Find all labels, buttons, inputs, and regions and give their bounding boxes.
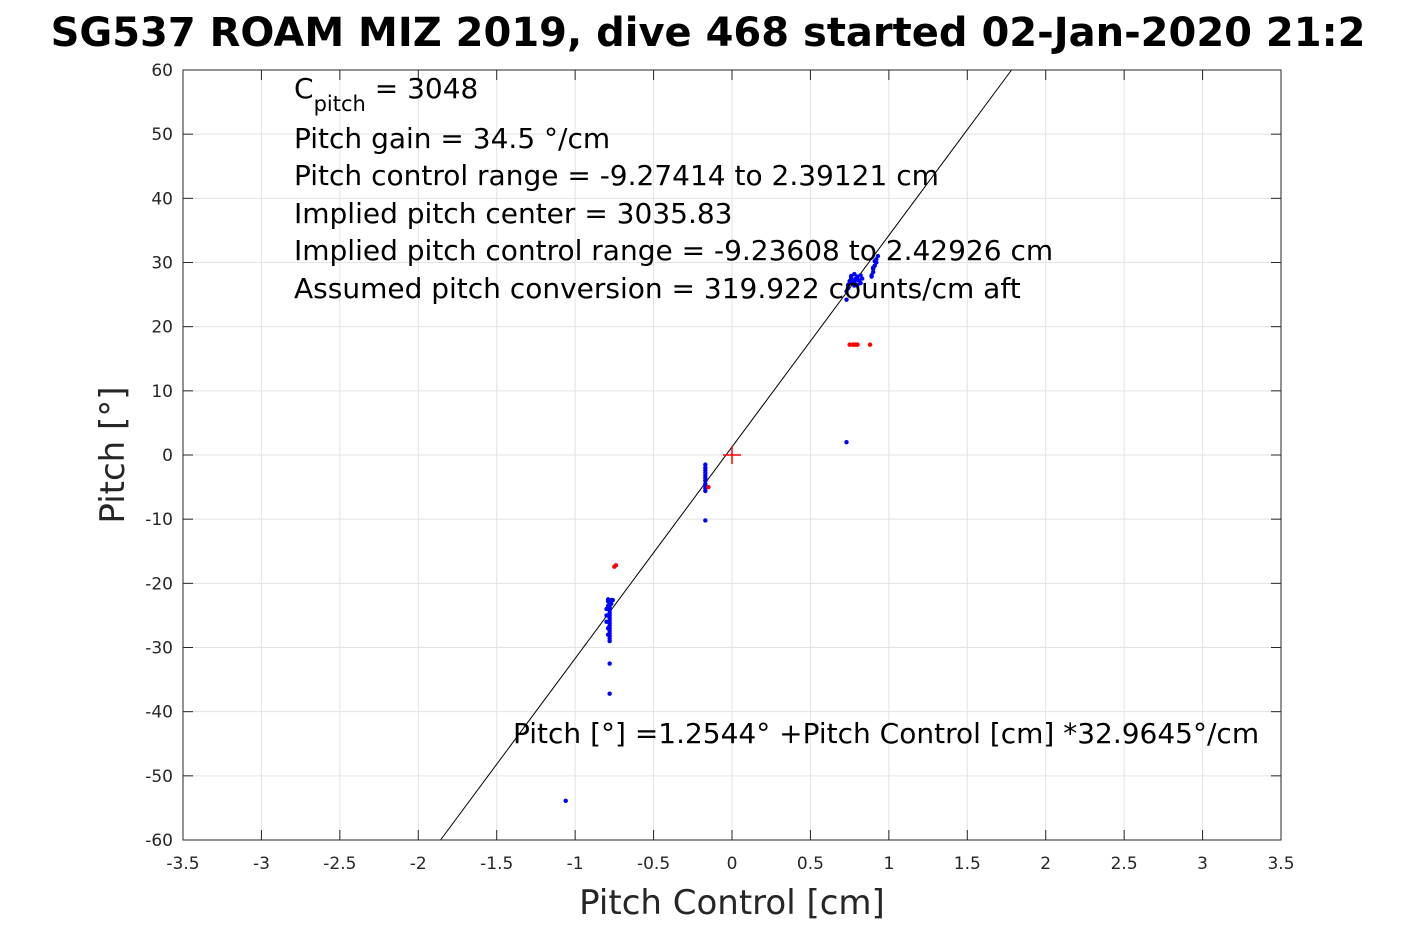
y-tick-label: -20 — [145, 574, 173, 594]
y-tick-label: -30 — [145, 639, 173, 659]
chart-title: SG537 ROAM MIZ 2019, dive 468 started 02… — [51, 10, 1366, 56]
tick-marks — [182, 69, 1282, 841]
data-point — [858, 273, 863, 278]
y-tick-label: 50 — [151, 125, 173, 145]
data-point — [703, 462, 708, 467]
excluded-data-point — [867, 342, 873, 347]
fit-equation-annotation: Pitch [°] =1.2544° +Pitch Control [cm] *… — [513, 717, 1259, 750]
y-tick-label: 40 — [151, 189, 173, 209]
pitch-gain-annotation: Pitch gain = 34.5 °/cm — [294, 122, 610, 155]
data-point — [605, 597, 611, 602]
y-axis-label: Pitch [°] — [93, 386, 133, 523]
x-tick-label: -3.5 — [166, 854, 199, 874]
y-tick-label: 20 — [151, 318, 173, 338]
x-tick-labels: -3.5 -3 -2.5 -2 -1.5 -1 -0.5 0 0.5 1 1.5 2 2.5 3 3.5 — [166, 854, 1294, 874]
y-tick-label: 10 — [151, 382, 173, 402]
implied-pitch-control-range-annotation: Implied pitch control range = -9.23608 t… — [294, 234, 1053, 267]
x-tick-label: 2.5 — [1111, 854, 1138, 874]
data-point — [853, 278, 859, 283]
x-tick-label: 2 — [1040, 854, 1051, 874]
x-tick-label: -1 — [567, 854, 584, 874]
x-tick-label: -3 — [253, 854, 270, 874]
c-pitch-subscript: pitch — [314, 92, 366, 116]
x-axis-label: Pitch Control [cm] — [579, 883, 885, 923]
x-tick-label: 1.5 — [954, 854, 981, 874]
x-tick-label: 3 — [1197, 854, 1208, 874]
y-tick-label: 60 — [151, 61, 173, 81]
data-point — [845, 285, 851, 291]
y-tick-labels: -60 -50 -40 -30 -20 -10 0 10 20 30 40 50 60 — [145, 61, 173, 851]
data-point — [607, 661, 612, 666]
y-tick-label: -10 — [145, 510, 173, 530]
excluded-data-point — [706, 484, 711, 490]
data-point — [605, 626, 611, 631]
y-tick-label: 0 — [162, 446, 173, 466]
x-tick-label: 3.5 — [1267, 854, 1294, 874]
data-point — [844, 439, 849, 445]
data-point — [869, 273, 874, 278]
assumed-pitch-conversion-annotation: Assumed pitch conversion = 319.922 count… — [294, 272, 1021, 305]
x-tick-label: -2 — [410, 854, 427, 874]
data-point — [855, 282, 860, 288]
c-pitch-annotation: Cpitch = 3048 — [294, 72, 478, 116]
data-point — [563, 798, 568, 804]
data-point — [875, 253, 881, 259]
data-point — [703, 518, 708, 523]
x-tick-label: -2.5 — [323, 854, 356, 874]
data-point — [607, 691, 612, 696]
data-point — [609, 601, 614, 607]
y-tick-label: 30 — [151, 254, 173, 274]
implied-pitch-center-annotation: Implied pitch center = 3035.83 — [294, 197, 732, 230]
data-point — [852, 271, 857, 277]
data-layer — [440, 69, 1012, 841]
excluded-data-point — [847, 342, 852, 347]
c-pitch-value: = 3048 — [366, 72, 479, 105]
data-point — [604, 619, 609, 625]
y-tick-label: -50 — [145, 767, 173, 787]
data-point — [703, 481, 708, 487]
data-point — [610, 597, 615, 603]
y-tick-label: -60 — [145, 831, 173, 851]
pitch-control-range-annotation: Pitch control range = -9.27414 to 2.3912… — [294, 159, 939, 192]
data-point — [605, 632, 611, 637]
excluded-data-point — [613, 563, 619, 568]
x-tick-label: 0 — [727, 854, 738, 874]
data-point — [844, 297, 849, 302]
data-point — [604, 613, 609, 618]
y-tick-label: -40 — [145, 703, 173, 723]
x-tick-label: -1.5 — [480, 854, 513, 874]
data-point — [872, 259, 877, 264]
x-tick-label: -0.5 — [637, 854, 670, 874]
plot-area — [182, 69, 1282, 841]
data-point — [703, 465, 708, 471]
excluded-data-point — [855, 342, 860, 347]
c-pitch-symbol: C — [294, 72, 314, 105]
x-tick-label: 1 — [883, 854, 894, 874]
calibration-annotations: Cpitch = 3048 Pitch gain = 34.5 °/cm Pit… — [294, 72, 1053, 305]
x-tick-label: 0.5 — [797, 854, 824, 874]
data-point — [870, 265, 876, 270]
